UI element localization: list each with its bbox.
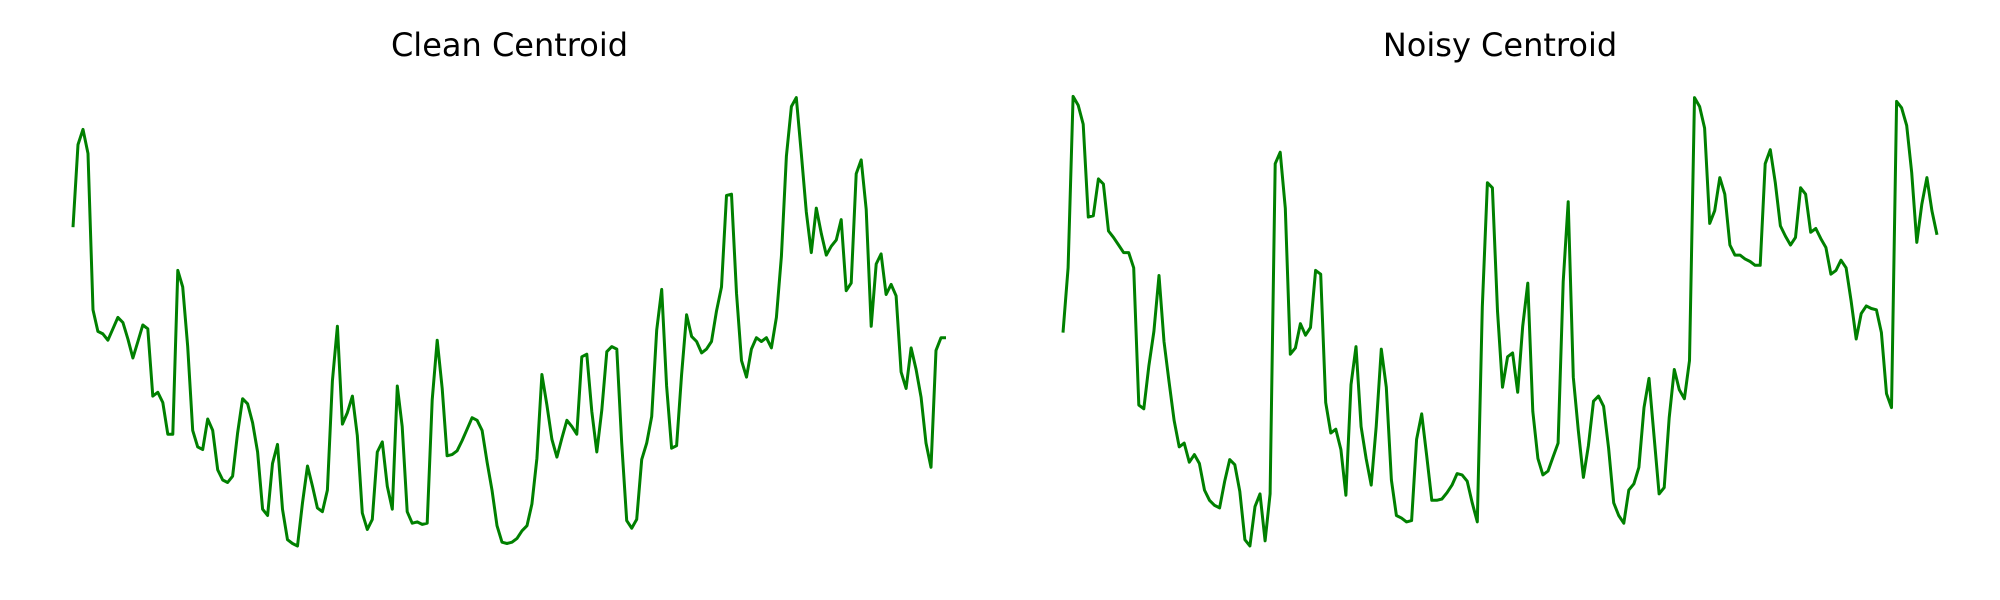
chart-title: Noisy Centroid bbox=[1383, 26, 1617, 64]
chart-title: Clean Centroid bbox=[391, 26, 628, 64]
line bbox=[1061, 94, 1939, 548]
line bbox=[71, 96, 946, 548]
